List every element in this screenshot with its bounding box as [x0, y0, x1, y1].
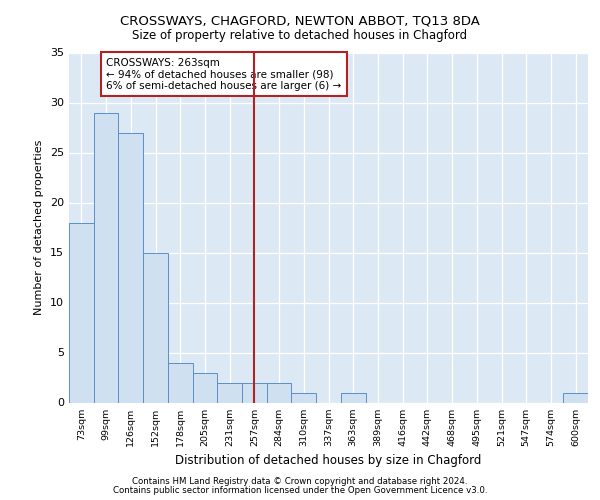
Bar	[94, 112, 118, 403]
Bar	[267, 382, 292, 402]
Bar	[563, 392, 588, 402]
Bar	[217, 382, 242, 402]
Bar	[242, 382, 267, 402]
Bar	[292, 392, 316, 402]
Bar	[168, 362, 193, 403]
Text: Contains HM Land Registry data © Crown copyright and database right 2024.: Contains HM Land Registry data © Crown c…	[132, 477, 468, 486]
Y-axis label: Number of detached properties: Number of detached properties	[34, 140, 44, 315]
Bar	[193, 372, 217, 402]
Text: CROSSWAYS, CHAGFORD, NEWTON ABBOT, TQ13 8DA: CROSSWAYS, CHAGFORD, NEWTON ABBOT, TQ13 …	[120, 15, 480, 28]
Bar	[69, 222, 94, 402]
Bar	[118, 132, 143, 402]
X-axis label: Distribution of detached houses by size in Chagford: Distribution of detached houses by size …	[175, 454, 482, 467]
Text: Size of property relative to detached houses in Chagford: Size of property relative to detached ho…	[133, 29, 467, 42]
Bar	[341, 392, 365, 402]
Text: CROSSWAYS: 263sqm
← 94% of detached houses are smaller (98)
6% of semi-detached : CROSSWAYS: 263sqm ← 94% of detached hous…	[106, 58, 341, 90]
Text: Contains public sector information licensed under the Open Government Licence v3: Contains public sector information licen…	[113, 486, 487, 495]
Bar	[143, 252, 168, 402]
